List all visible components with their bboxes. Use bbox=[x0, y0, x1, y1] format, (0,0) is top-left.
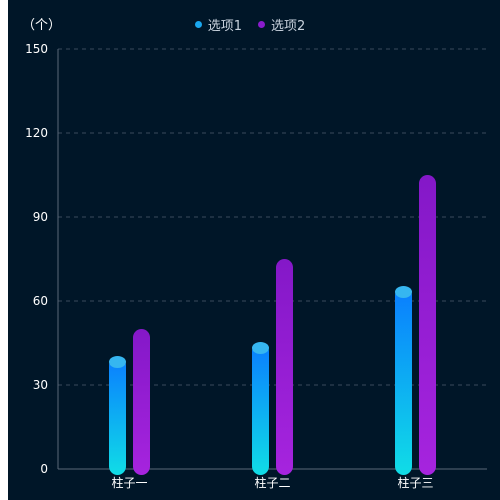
bar-cap-series-1-1 bbox=[109, 356, 126, 368]
x-tick-label: 柱子一 bbox=[111, 475, 147, 490]
legend-dot-icon bbox=[258, 21, 265, 28]
bar-series-2-3 bbox=[419, 175, 436, 475]
legend-label: 选项2 bbox=[271, 19, 306, 34]
bar-series-2-2 bbox=[276, 259, 293, 475]
labels: 0 30 60 90 120 150 柱子一 柱子二 柱子三 bbox=[25, 42, 433, 490]
bar-series-1-2 bbox=[252, 343, 269, 475]
y-tick-label: 30 bbox=[33, 378, 48, 392]
bar-cap-series-1-3 bbox=[395, 286, 412, 298]
legend-dot-icon bbox=[194, 21, 202, 28]
bar-series-1-3 bbox=[395, 287, 412, 475]
y-axis-unit-label: （个） bbox=[22, 18, 62, 33]
y-tick-label: 90 bbox=[33, 210, 48, 224]
legend: 选项1 选项2 bbox=[0, 15, 500, 34]
x-tick-label: 柱子三 bbox=[397, 475, 433, 490]
bar-series-1-1 bbox=[109, 357, 126, 475]
axes bbox=[57, 49, 487, 470]
legend-item-series-1[interactable]: 选项1 bbox=[194, 15, 242, 34]
y-tick-label: 0 bbox=[40, 462, 48, 476]
bars bbox=[109, 175, 436, 475]
bar-series-2-1 bbox=[133, 329, 150, 475]
y-tick-label: 60 bbox=[33, 294, 48, 308]
y-tick-label: 120 bbox=[25, 126, 48, 140]
legend-item-series-2[interactable]: 选项2 bbox=[258, 15, 305, 34]
y-tick-label: 150 bbox=[25, 42, 48, 56]
legend-label: 选项1 bbox=[207, 19, 242, 34]
x-tick-label: 柱子二 bbox=[254, 475, 290, 490]
bar-cap-series-1-2 bbox=[252, 342, 269, 354]
